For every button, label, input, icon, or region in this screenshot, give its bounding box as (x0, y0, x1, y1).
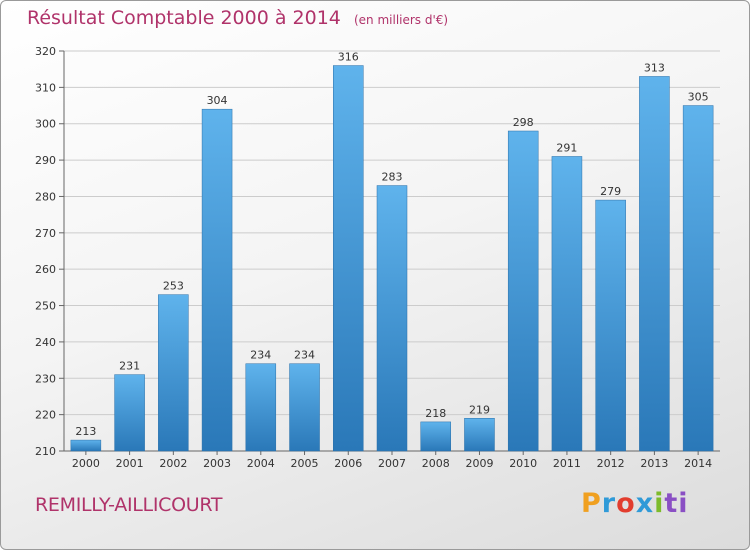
logo-letter: o (616, 488, 636, 519)
logo-letter: P (581, 488, 602, 519)
x-tick-label: 2002 (159, 457, 187, 470)
x-tick-label: 2005 (291, 457, 319, 470)
x-tick-label: 2003 (203, 457, 231, 470)
y-tick-label: 260 (35, 263, 56, 276)
chart-title: Résultat Comptable 2000 à 2014 (27, 7, 341, 29)
data-label: 298 (513, 116, 534, 129)
axes: 210 220 230 240 250 260 270 280 290 300 310 320 2000… (35, 45, 720, 470)
bar (333, 65, 364, 452)
y-tick-label: 250 (35, 300, 56, 313)
x-tick-label: 2011 (553, 457, 581, 470)
logo-letter: r (601, 488, 617, 519)
bar (595, 199, 626, 452)
y-tick-label: 210 (35, 445, 56, 458)
proxiti-logo[interactable]: Proxiti (581, 488, 689, 519)
y-tick-label: 310 (35, 81, 56, 94)
data-label: 283 (382, 171, 403, 184)
bar (201, 108, 233, 452)
x-tick-label: 2000 (72, 457, 100, 470)
y-tick-label: 270 (35, 227, 56, 240)
bar (639, 76, 670, 452)
labels: 213 231 253 304 234 234 316 283 218 219 298 291 279 3… (75, 51, 708, 439)
bar (158, 294, 189, 452)
data-label: 219 (469, 403, 490, 416)
data-label: 213 (75, 425, 96, 438)
x-tick-label: 2012 (597, 457, 625, 470)
data-label: 316 (338, 51, 359, 64)
bar (682, 105, 714, 452)
commune-name: REMILLY-AILLICOURT (35, 494, 223, 516)
x-tick-label: 2013 (640, 457, 668, 470)
bar (289, 363, 320, 452)
data-label: 231 (119, 360, 140, 373)
y-tick-label: 320 (35, 45, 56, 58)
logo-letter: x (635, 488, 655, 519)
y-tick-label: 280 (35, 190, 56, 203)
data-label: 304 (207, 94, 228, 107)
data-label: 313 (644, 61, 665, 74)
x-tick-label: 2014 (684, 457, 712, 470)
bar (376, 185, 408, 452)
chart-subtitle: (en milliers d'€) (353, 13, 449, 27)
bar (245, 363, 277, 452)
bar (507, 130, 539, 452)
x-tick-label: 2001 (116, 457, 144, 470)
bar (551, 156, 583, 452)
x-tick-label: 2007 (378, 457, 406, 470)
x-tick-label: 2009 (465, 457, 493, 470)
x-tick-label: 2008 (422, 457, 450, 470)
chart-title-row: Résultat Comptable 2000 à 2014 (en milli… (27, 7, 448, 29)
y-tick-label: 230 (35, 372, 56, 385)
bar (70, 439, 102, 452)
x-tick-label: 2010 (509, 457, 537, 470)
y-tick-label: 290 (35, 154, 56, 167)
bars (70, 65, 714, 452)
x-tick-label: 2006 (334, 457, 362, 470)
logo-letter: ti (664, 488, 689, 519)
data-label: 305 (688, 91, 709, 104)
data-label: 234 (294, 349, 315, 362)
data-label: 291 (556, 141, 577, 154)
y-tick-label: 240 (35, 336, 56, 349)
x-tick-label: 2004 (247, 457, 275, 470)
bar (420, 421, 451, 452)
bar (464, 418, 495, 452)
bar (114, 374, 145, 452)
y-tick-label: 300 (35, 118, 56, 131)
y-tick-label: 220 (35, 409, 56, 422)
logo-letter: i (654, 488, 665, 519)
data-label: 218 (425, 407, 446, 420)
data-label: 253 (163, 280, 184, 293)
data-label: 279 (600, 185, 621, 198)
data-label: 234 (250, 349, 271, 362)
